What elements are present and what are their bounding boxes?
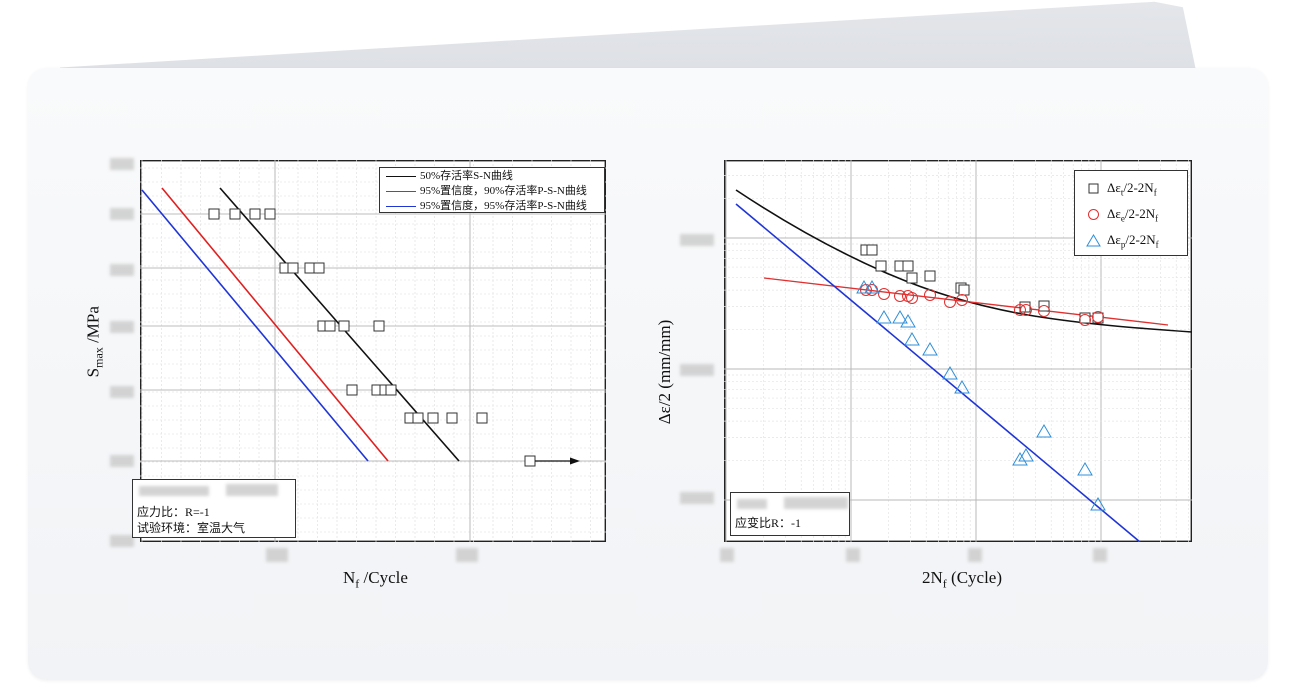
legend-item: 95%置信度，95%存活率P-S-N曲线 [380, 199, 604, 214]
left-x-axis-label: Nf /Cycle [343, 568, 408, 591]
legend-item: Δεp/2-2Nf [1075, 227, 1187, 253]
data-point-square [906, 272, 918, 284]
legend-swatch-red [386, 190, 416, 192]
data-point-square [249, 208, 261, 220]
data-point-square [338, 320, 350, 332]
left-y-axis-label: Smax /MPa [83, 306, 106, 378]
data-point-square [866, 244, 878, 256]
data-point-circle [1079, 314, 1091, 326]
runout-arrow-head [570, 457, 580, 465]
legend-item: 50%存活率S-N曲线 [380, 169, 604, 184]
data-point-triangle [904, 332, 920, 346]
x-tick-label-blurred [720, 548, 734, 562]
plastic-strain-line [735, 203, 1141, 542]
data-point-triangle [1018, 448, 1034, 462]
data-point-triangle [900, 314, 916, 328]
legend-swatch-black [386, 175, 416, 177]
data-point-circle [906, 292, 918, 304]
right-points [856, 244, 1106, 511]
left-plot-frame [140, 160, 606, 542]
data-point-triangle [876, 310, 892, 324]
data-point-circle [894, 290, 906, 302]
y-tick-label-blurred [110, 321, 134, 333]
data-point-circle [878, 288, 890, 300]
data-point-square [229, 208, 241, 220]
data-point-square [958, 284, 970, 296]
right-x-axis-label: 2Nf (Cycle) [922, 568, 1003, 591]
data-point-triangle [892, 310, 908, 324]
x-tick-label-blurred [266, 548, 288, 562]
left-plot-svg [140, 160, 606, 542]
y-tick-label-blurred [110, 386, 134, 398]
data-point-triangle [1012, 452, 1028, 466]
right-legend: Δεt/2-2Nf Δεe/2-2Nf Δεp/2-2Nf [1074, 170, 1188, 256]
y-tick-label-blurred [110, 455, 134, 467]
y-tick-label-blurred [110, 535, 134, 547]
legend-marker-triangle [1086, 234, 1101, 247]
x-tick-label-blurred [1093, 548, 1107, 562]
sn-curve-line [161, 187, 389, 462]
legend-label: 95%置信度，95%存活率P-S-N曲线 [420, 200, 587, 212]
y-tick-label-blurred [110, 208, 134, 220]
left-legend: 50%存活率S-N曲线 95%置信度，90%存活率P-S-N曲线 95%置信度，… [379, 167, 605, 213]
right-note-box: 应变比R：-1 [730, 492, 850, 536]
note-blurred-line [137, 484, 295, 498]
data-point-square [287, 262, 299, 274]
y-tick-label-blurred [680, 364, 714, 376]
legend-marker-square [1088, 183, 1099, 194]
legend-label: 50%存活率S-N曲线 [420, 170, 513, 182]
data-point-square [446, 412, 458, 424]
data-point-square [412, 412, 424, 424]
y-tick-label-blurred [110, 158, 134, 170]
data-point-square [875, 260, 887, 272]
data-point-square [324, 320, 336, 332]
data-point-circle [1014, 304, 1026, 316]
legend-label: 95%置信度，90%存活率P-S-N曲线 [420, 185, 587, 197]
data-point-circle [1020, 304, 1032, 316]
data-point-circle [944, 296, 956, 308]
data-point-circle [1038, 305, 1050, 317]
data-point-circle [924, 289, 936, 301]
note-environment: 试验环境：室温大气 [137, 521, 246, 535]
y-tick-label-blurred [680, 492, 714, 504]
data-point-square [524, 455, 536, 467]
data-point-triangle [942, 366, 958, 380]
data-point-triangle [922, 342, 938, 356]
data-point-square [208, 208, 220, 220]
data-point-square [385, 384, 397, 396]
data-point-triangle [1090, 497, 1106, 511]
note-stress-ratio: 应力比：R=-1 [137, 505, 210, 519]
left-points [208, 208, 536, 467]
data-point-triangle [1077, 462, 1093, 476]
y-tick-label-blurred [680, 234, 714, 246]
legend-item: Δεt/2-2Nf [1075, 175, 1187, 201]
data-point-square [427, 412, 439, 424]
right-y-axis-label: Δε/2 (mm/mm) [655, 319, 674, 425]
data-point-triangle [864, 280, 880, 294]
data-point-square [264, 208, 276, 220]
data-point-square [902, 260, 914, 272]
data-point-square [346, 384, 358, 396]
y-tick-label-blurred [110, 264, 134, 276]
data-point-square [924, 270, 936, 282]
note-blurred-line [735, 497, 849, 511]
x-tick-label-blurred [846, 548, 860, 562]
sn-curve-line [141, 189, 369, 462]
legend-item: 95%置信度，90%存活率P-S-N曲线 [380, 184, 604, 199]
data-point-square [313, 262, 325, 274]
note-strain-ratio: 应变比R：-1 [735, 516, 802, 530]
data-point-triangle [1036, 424, 1052, 438]
data-point-triangle [856, 280, 872, 294]
legend-marker-circle [1088, 209, 1099, 221]
legend-swatch-blue [386, 205, 416, 207]
data-point-circle [1092, 311, 1104, 323]
left-note-box: 应力比：R=-1 试验环境：室温大气 [132, 479, 296, 538]
legend-item: Δεe/2-2Nf [1075, 201, 1187, 227]
x-tick-label-blurred [456, 548, 478, 562]
data-point-circle [956, 294, 968, 306]
x-tick-label-blurred [968, 548, 982, 562]
data-point-triangle [954, 380, 970, 394]
data-point-square [373, 320, 385, 332]
data-point-square [476, 412, 488, 424]
